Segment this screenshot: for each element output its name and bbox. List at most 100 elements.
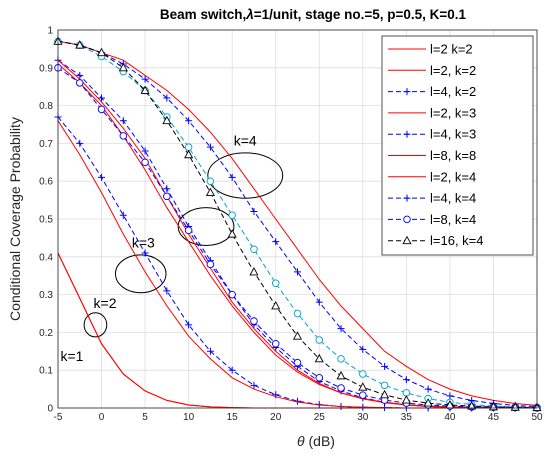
data-point xyxy=(315,336,324,344)
data-point xyxy=(119,132,128,140)
data-point xyxy=(184,143,193,151)
legend-label: l=2, k=3 xyxy=(430,105,476,120)
series-1 xyxy=(57,252,537,409)
y-tick-label: 0.2 xyxy=(39,328,53,339)
legend-item: l=2, k=4 xyxy=(388,169,476,184)
data-point xyxy=(402,235,412,245)
data-point xyxy=(228,366,236,374)
data-point xyxy=(163,287,171,295)
curve-1 xyxy=(57,40,538,406)
data-point xyxy=(76,71,84,79)
data-point xyxy=(75,40,85,49)
series-line xyxy=(57,63,537,409)
data-point xyxy=(359,345,367,353)
y-tick-label: 0 xyxy=(47,404,53,415)
x-tick-label: 10 xyxy=(183,412,195,423)
x-axis-label: θ (dB) xyxy=(297,433,335,449)
data-point xyxy=(184,149,194,159)
x-tick-label: 50 xyxy=(531,412,543,423)
data-point xyxy=(315,374,324,382)
series-line xyxy=(57,40,538,406)
data-point xyxy=(315,298,323,306)
chart-title: Beam switch,λ=1/unit, stage no.=5, p=0.5… xyxy=(160,7,467,22)
annotation-ellipse xyxy=(114,254,167,294)
data-point xyxy=(359,391,367,399)
series-9 xyxy=(53,36,542,412)
x-tick-label: 0 xyxy=(99,412,105,423)
data-point xyxy=(337,325,345,333)
y-tick-label: 0.3 xyxy=(39,290,53,301)
annotation-label: k=4 xyxy=(234,132,257,148)
series-6 xyxy=(57,63,537,409)
x-tick-label: 30 xyxy=(357,412,369,423)
plot-area-frame xyxy=(57,29,538,409)
legend-label: l=16, k=4 xyxy=(430,233,484,248)
x-tick-label: 20 xyxy=(270,412,282,423)
annotations: k=4 k=3 k=2 k=1 xyxy=(60,132,284,364)
data-point xyxy=(272,238,280,246)
y-tick-label: 0.6 xyxy=(39,177,53,188)
data-point xyxy=(98,173,106,181)
data-point xyxy=(446,392,454,400)
legend-item: l=4, k=3 xyxy=(388,127,476,142)
x-tick-label: -5 xyxy=(54,412,63,423)
legend-item: l=4, k=4 xyxy=(388,191,476,206)
data-point xyxy=(249,266,259,276)
data-point xyxy=(206,260,215,269)
legend-item: l=2, k=2 xyxy=(388,63,476,78)
legend-item: l=8, k=8 xyxy=(388,148,476,163)
data-point xyxy=(141,75,149,83)
data-point xyxy=(403,194,411,202)
series-line xyxy=(57,252,537,409)
data-point xyxy=(162,115,172,125)
annotation-label: k=1 xyxy=(60,348,83,364)
data-point xyxy=(271,339,280,348)
legend-label: l=2 k=2 xyxy=(430,42,473,57)
data-point xyxy=(185,117,193,125)
data-point xyxy=(141,249,149,257)
x-tick-label: 25 xyxy=(314,412,326,423)
data-point xyxy=(228,211,236,219)
data-point xyxy=(250,207,258,215)
y-tick-label: 0.8 xyxy=(39,101,53,112)
data-point xyxy=(336,370,346,380)
legend-label: l=2, k=2 xyxy=(430,63,476,78)
data-point xyxy=(98,94,106,102)
data-point xyxy=(141,158,149,167)
series-0 xyxy=(57,252,537,409)
data-point xyxy=(206,347,214,355)
legend-label: l=8, k=4 xyxy=(430,212,476,227)
data-point xyxy=(294,268,301,276)
data-point xyxy=(140,85,150,94)
y-tick-label: 1 xyxy=(47,26,53,37)
data-point xyxy=(119,117,127,125)
legend-label: l=4, k=3 xyxy=(430,127,476,142)
data-point xyxy=(228,290,236,299)
legend-item: l=16, k=4 xyxy=(388,233,484,248)
data-point xyxy=(401,395,411,404)
data-point xyxy=(227,229,237,238)
data-point xyxy=(293,358,302,367)
y-tick-label: 0.5 xyxy=(39,215,53,226)
legend-item: l=2, k=3 xyxy=(388,105,476,120)
series-line xyxy=(57,252,537,409)
legend-label: l=8, k=8 xyxy=(430,148,476,163)
data-point xyxy=(141,147,149,155)
data-point xyxy=(510,402,520,411)
y-axis-label: Conditional Coverage Probability xyxy=(7,117,23,321)
data-point xyxy=(271,279,280,288)
annotation-label: k=2 xyxy=(94,295,117,311)
x-tick-label: 40 xyxy=(444,412,456,423)
data-point xyxy=(96,47,107,57)
legend-label: l=2, k=4 xyxy=(430,169,476,184)
series-line xyxy=(57,116,537,409)
data-point xyxy=(423,398,433,407)
data-point xyxy=(402,376,410,384)
annotation-ellipse xyxy=(207,152,284,199)
data-point xyxy=(119,211,127,219)
data-point xyxy=(314,353,324,363)
legend-label: l=4, k=4 xyxy=(430,191,476,206)
legend-label: l=4, k=2 xyxy=(430,84,476,99)
data-point xyxy=(337,355,345,363)
